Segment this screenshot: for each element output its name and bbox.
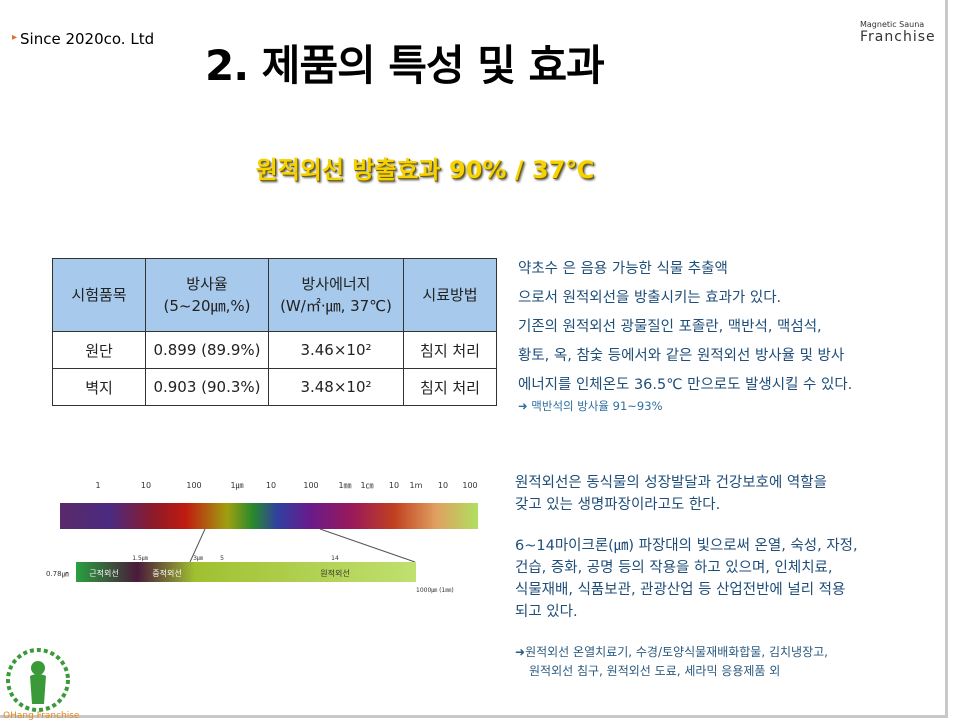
header-cell: 시험품목 [52, 258, 146, 332]
header-row: 시험품목 방사율 (5~20㎛,%) 방사에너지 (W/㎡·㎛, 37℃) 시료방법 [52, 258, 497, 332]
brand-small: Magnetic Sauna [860, 20, 925, 29]
text-line: 황토, 옥, 참숯 등에서와 같은 원적외선 방사율 및 방사 [518, 348, 845, 364]
arrow: ➜ [515, 645, 526, 659]
band-bar [76, 562, 416, 582]
cell: 3.46×10² [268, 331, 404, 369]
text-line: ➜원적외선 온열치료기, 수경/토양식물재배화합물, 김치냉장고, [515, 643, 828, 662]
note: ➜원적외선 온열치료기, 수경/토양식물재배화합물, 김치냉장고, 원적외선 침구… [515, 643, 828, 681]
text-line: 6~14마이크론(㎛) 파장대의 빛으로써 온열, 숙성, 자정, [515, 538, 858, 554]
spectrum-bar [60, 503, 478, 529]
text-line: 원적외선은 동식물의 성장발달과 건강보호에 역할을 [515, 475, 827, 491]
mark-label: 3㎛ [193, 555, 203, 563]
band-label: 원적외선 [320, 568, 349, 578]
row: 벽지 0.903 (90.3%) 3.48×10² 침지 처리 [52, 368, 497, 406]
cell: 3.48×10² [268, 368, 404, 406]
scale-label: 1㎝ [360, 481, 373, 490]
brand: Magnetic Sauna Franchise [830, 20, 936, 45]
text-line: 건습, 증화, 공명 등의 작용을 하고 있으며, 인체치료, [515, 560, 833, 576]
connector [319, 528, 416, 563]
scale-label: 10 [141, 481, 151, 490]
text-line: 으로서 원적외선을 방출시키는 효과가 있다. [518, 290, 782, 306]
scale-label: 1m [410, 481, 423, 490]
header-line: (5~20㎛,%) [163, 297, 251, 315]
header-line: 시험품목 [71, 286, 127, 304]
cell: 원단 [52, 331, 146, 369]
mark-label: 14 [331, 555, 339, 562]
text-line: 갖고 있는 생명파장이라고도 한다. [515, 497, 721, 513]
text-line: 약초수 은 음용 가능한 식물 추출액 [518, 261, 728, 277]
band-label: 중적외선 [152, 568, 181, 578]
scale-label: 100 [462, 481, 477, 490]
cell: 침지 처리 [403, 331, 497, 369]
band-label: 근적외선 [89, 568, 118, 578]
row: 원단 0.899 (89.9%) 3.46×10² 침지 처리 [52, 331, 497, 369]
mark-label: 1.5㎛ [132, 555, 148, 563]
header-line: 방사에너지 [301, 275, 371, 293]
header-line: 시료방법 [422, 286, 478, 304]
scale-label: 1 [95, 481, 100, 490]
text-line: 식물재배, 식품보관, 관광산업 등 산업전반에 널리 적용 [515, 582, 846, 598]
company: Since 2020co. Ltd [12, 30, 154, 48]
cell: 0.903 (90.3%) [145, 368, 269, 406]
text-line: 되고 있다. [515, 604, 578, 620]
scale-label: 1㎛ [230, 481, 243, 491]
scale-label: 100 [186, 481, 201, 490]
cell: 벽지 [52, 368, 146, 406]
cell: 0.899 (89.9%) [145, 331, 269, 369]
text-line: 에너지를 인체온도 36.5℃ 만으로도 발생시킬 수 있다. [518, 377, 853, 393]
scale-label: 100 [303, 481, 318, 490]
header-cell: 방사에너지 (W/㎡·㎛, 37℃) [268, 258, 404, 332]
connector [189, 528, 206, 563]
header-line: (W/㎡·㎛, 37℃) [280, 297, 392, 315]
header-line: 방사율 [186, 275, 228, 293]
note-text: 맥반석의 방사율 91~93% [531, 399, 663, 413]
title: 2. 제품의 특성 및 효과 [205, 41, 605, 90]
header-cell: 시료방법 [403, 258, 497, 332]
header-cell: 방사율 (5~20㎛,%) [145, 258, 269, 332]
end-label: 1000㎛ (1㎜) [416, 587, 454, 595]
cell: 침지 처리 [403, 368, 497, 406]
logo-text: OHang Franchise [3, 711, 80, 721]
start-label: 0.78㎛ [46, 570, 69, 579]
note-text: 원적외선 침구, 원적외선 도료, 세라믹 응용제품 외 [529, 664, 781, 678]
data-table: 시험품목 방사율 (5~20㎛,%) 방사에너지 (W/㎡·㎛, 37℃) 시료방법 원단… [52, 258, 497, 406]
spectrum: 1 10 100 1㎛ 10 100 1㎜ 1㎝ 10 1m 10 100 0.78㎛ 근적외선 중적외선 원… [46, 481, 478, 595]
brand-big: Franchise [860, 29, 936, 45]
logo-mark [6, 648, 70, 712]
note: ➜ 맥반석의 방사율 91~93% [518, 399, 663, 413]
scale-label: 10 [266, 481, 276, 490]
subtitle: 원적외선 방출효과 90% / 37℃ [255, 156, 595, 184]
mark-label: 5 [220, 555, 224, 562]
text-line: 기존의 원적외선 광물질인 포졸란, 맥반석, 맥섬석, [518, 319, 822, 335]
scale-label: 10 [438, 481, 448, 490]
note-text: 원적외선 온열치료기, 수경/토양식물재배화합물, 김치냉장고, [525, 645, 828, 659]
text-line: 원적외선 침구, 원적외선 도료, 세라믹 응용제품 외 [515, 662, 828, 681]
scale-label: 10 [389, 481, 399, 490]
scale-label: 1㎜ [338, 481, 351, 490]
paragraph: 6~14마이크론(㎛) 파장대의 빛으로써 온열, 숙성, 자정, 건습, 증화,… [515, 535, 858, 623]
